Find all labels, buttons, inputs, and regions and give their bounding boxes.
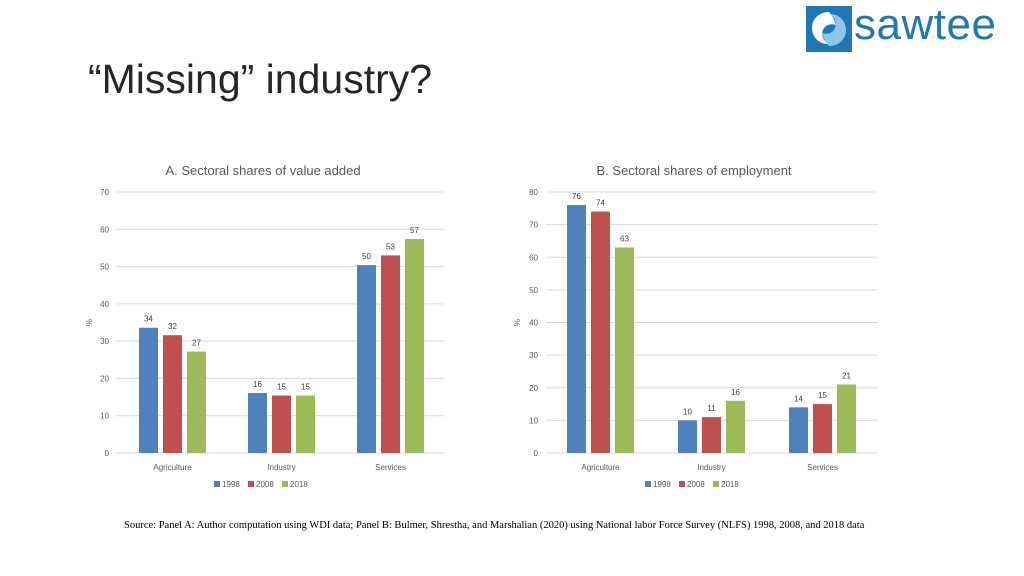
y-axis-label: % — [85, 319, 94, 326]
chart-panel-b: B. Sectoral shares of employment 0 10 20 30 4… — [513, 163, 878, 489]
data-label: 27 — [192, 339, 201, 348]
legend-swatch-1998 — [214, 481, 220, 487]
data-label: 15 — [277, 383, 286, 392]
legend-label: 2008 — [687, 480, 705, 489]
data-label: 53 — [386, 242, 395, 251]
sawtee-logo: sawtee — [806, 0, 1016, 54]
sawtee-logo-icon — [806, 6, 852, 52]
bar-2018-services — [837, 384, 856, 453]
bar-2008-agriculture — [163, 335, 182, 453]
source-note: Source: Panel A: Author computation usin… — [124, 520, 865, 531]
y-tick-label: 30 — [529, 351, 538, 360]
slide-title: “Missing” industry? — [88, 56, 433, 102]
data-label: 57 — [410, 226, 419, 235]
chart-legend: 1998 2008 2018 — [214, 480, 308, 489]
y-tick-label: 40 — [529, 319, 538, 328]
y-tick-label: 10 — [529, 416, 538, 425]
bar-1998-agriculture — [567, 205, 586, 453]
legend-label: 2018 — [290, 480, 308, 489]
y-tick-label: 10 — [100, 412, 109, 421]
x-category-label: Services — [807, 463, 838, 472]
data-label: 74 — [596, 199, 605, 208]
data-label: 16 — [731, 388, 740, 397]
x-category-label: Industry — [697, 463, 725, 472]
legend-swatch-1998 — [645, 481, 651, 487]
data-label: 15 — [818, 391, 827, 400]
data-label: 10 — [683, 407, 692, 416]
y-tick-label: 80 — [529, 188, 538, 197]
bar-2008-industry — [702, 417, 721, 453]
legend-swatch-2018 — [713, 481, 719, 487]
bar-1998-agriculture — [139, 327, 158, 453]
y-tick-label: 60 — [100, 225, 109, 234]
y-axis-label: % — [513, 319, 522, 326]
legend-swatch-2018 — [282, 481, 288, 487]
data-label: 32 — [168, 322, 177, 331]
data-label: 11 — [707, 404, 716, 413]
bar-2018-agriculture — [187, 351, 206, 453]
y-tick-label: 20 — [100, 374, 109, 383]
legend-label: 1998 — [222, 480, 240, 489]
bar-1998-services — [789, 407, 808, 453]
chart-title: A. Sectoral shares of value added — [165, 163, 360, 178]
y-tick-label: 30 — [100, 337, 109, 346]
x-category-label: Agriculture — [153, 463, 192, 472]
y-tick-label: 70 — [100, 188, 109, 197]
charts-area: A. Sectoral shares of value added 0 10 20 30… — [85, 163, 878, 489]
data-label: 15 — [301, 383, 310, 392]
x-category-label: Agriculture — [581, 463, 620, 472]
legend-label: 2008 — [256, 480, 274, 489]
bar-2018-industry — [726, 400, 745, 453]
data-label: 14 — [794, 394, 803, 403]
y-tick-label: 70 — [529, 221, 538, 230]
data-label: 34 — [144, 315, 153, 324]
x-category-label: Services — [375, 463, 406, 472]
data-label: 76 — [572, 192, 581, 201]
legend-swatch-2008 — [248, 481, 254, 487]
y-tick-label: 50 — [529, 286, 538, 295]
bar-2008-agriculture — [591, 211, 610, 453]
y-tick-label: 60 — [529, 253, 538, 262]
bar-2018-services — [405, 238, 424, 453]
sawtee-logo-wordmark: sawtee — [854, 0, 997, 49]
data-label: 63 — [620, 234, 629, 243]
y-tick-label: 0 — [105, 449, 110, 458]
bar-2008-services — [813, 404, 832, 453]
chart-legend: 1998 2008 2018 — [645, 480, 739, 489]
y-tick-label: 20 — [529, 384, 538, 393]
chart-title: B. Sectoral shares of employment — [596, 163, 791, 178]
x-category-label: Industry — [267, 463, 295, 472]
bar-1998-industry — [248, 392, 267, 453]
bar-2018-agriculture — [615, 247, 634, 453]
bar-2008-services — [381, 255, 400, 453]
data-label: 50 — [362, 252, 371, 261]
y-tick-label: 0 — [534, 449, 539, 458]
data-label: 16 — [253, 380, 262, 389]
bar-2008-industry — [272, 395, 291, 453]
legend-label: 1998 — [653, 480, 671, 489]
y-tick-label: 40 — [100, 300, 109, 309]
bar-2018-industry — [296, 395, 315, 453]
bar-1998-industry — [678, 420, 697, 453]
chart-panel-a: A. Sectoral shares of value added 0 10 20 30… — [85, 163, 444, 489]
legend-swatch-2008 — [679, 481, 685, 487]
legend-label: 2018 — [721, 480, 739, 489]
bar-1998-services — [357, 265, 376, 453]
data-label: 21 — [842, 371, 851, 380]
y-tick-label: 50 — [100, 263, 109, 272]
